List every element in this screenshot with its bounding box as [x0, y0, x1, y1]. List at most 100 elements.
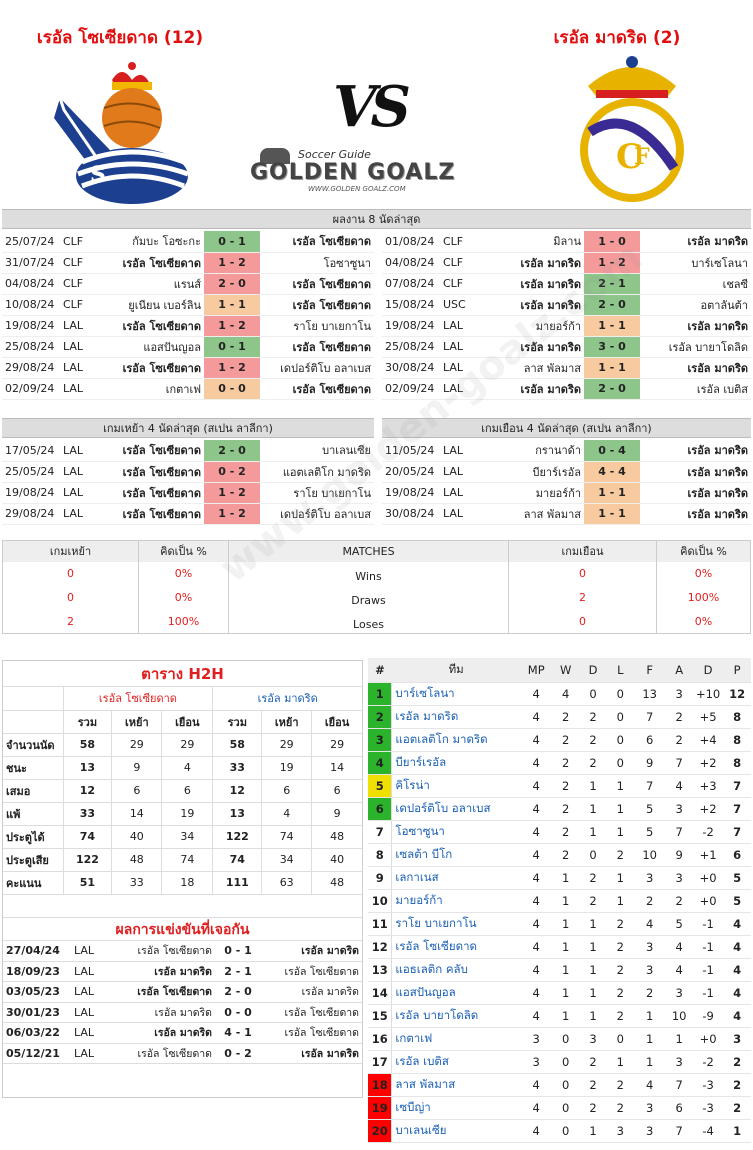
match-score: 0 - 1: [215, 940, 261, 962]
col-matches: MATCHES: [228, 540, 509, 562]
away-count: 0: [508, 561, 657, 586]
home-team-name: ลาส พัลมาส: [474, 357, 584, 379]
league-team-link[interactable]: มายอร์ก้า: [391, 889, 521, 913]
league-team-link[interactable]: แอสปันญอล: [391, 981, 521, 1005]
league-stat-l: 2: [606, 1073, 634, 1097]
league-rank: 18: [368, 1073, 392, 1097]
league-stat-mp: 4: [520, 935, 552, 959]
match-competition: LAL: [60, 503, 94, 525]
form-row: 25/08/24 LAL แอสปันญอล 0 - 1 เรอัล โซเซียดาด: [2, 336, 374, 358]
league-team-link[interactable]: แอตเลติโก มาดริด: [391, 728, 521, 752]
h2h-col-header: รวม: [212, 710, 262, 734]
form-row: 30/08/24 LAL ลาส พัลมาส 1 - 1 เรอัล มาดริด: [382, 357, 751, 379]
league-rank: 16: [368, 1027, 392, 1051]
match-date: 03/05/23: [3, 981, 71, 1003]
league-stat-l: 0: [606, 1027, 634, 1051]
summary-row: 0 0% Wins 0 0%: [2, 561, 751, 586]
match-score: 0 - 1: [204, 231, 260, 253]
league-team-link[interactable]: แอธเลติก คลับ: [391, 958, 521, 982]
league-stat-a: 6: [665, 1096, 693, 1120]
h2h-value: 48: [311, 825, 362, 849]
league-row: 6 เดปอร์ติโบ อลาเบส 4 2 1 1 5 3 +2 7: [368, 797, 751, 821]
match-competition: LAL: [60, 357, 94, 379]
league-team-link[interactable]: เซลต้า บีโก: [391, 843, 521, 867]
league-team-link[interactable]: บาเลนเซีย: [391, 1119, 521, 1143]
match-date: 25/08/24: [382, 336, 440, 358]
league-stat-mp: 4: [520, 889, 552, 913]
league-stat-l: 0: [606, 751, 634, 775]
league-stat-d: 1: [579, 1004, 607, 1028]
league-stat-d: 2: [579, 889, 607, 913]
league-stat-d: 2: [579, 751, 607, 775]
h2h-row: ชนะ 13 9 4 33 19 14: [3, 756, 362, 780]
match-score: 2 - 1: [215, 961, 261, 982]
away-team-title: เรอัล มาดริด (2): [553, 28, 681, 48]
brand-tagline: Soccer Guide: [298, 148, 371, 161]
league-team-link[interactable]: เรอัล บายาโดลิด: [391, 1004, 521, 1028]
league-team-link[interactable]: ราโย บาเยกาโน: [391, 912, 521, 936]
league-stat-w: 2: [551, 820, 580, 844]
away-team-name: เรอัล โซเซียดาด: [260, 231, 374, 253]
h2h-row-label: ชนะ: [3, 756, 63, 780]
match-date: 20/05/24: [382, 461, 440, 483]
league-stat-gd: -1: [692, 981, 724, 1005]
home-team-name: เรอัล โซเซียดาด: [94, 440, 204, 462]
home-team-name: เรอัล มาดริด: [474, 294, 584, 316]
league-stat-l: 2: [606, 1096, 634, 1120]
match-date: 01/08/24: [382, 231, 440, 253]
h2h-row-label: คะแนน: [3, 871, 63, 895]
league-points: 12: [723, 682, 751, 706]
form-row: 19/08/24 LAL เรอัล โซเซียดาด 1 - 2 ราโย บาเย…: [2, 482, 374, 504]
league-team-link[interactable]: เซบีญ่า: [391, 1096, 521, 1120]
league-rank: 13: [368, 958, 392, 982]
league-stat-a: 7: [665, 1119, 693, 1143]
h2h-value: 12: [212, 779, 262, 803]
league-team-link[interactable]: โอซาซูนา: [391, 820, 521, 844]
league-points: 8: [723, 705, 751, 729]
league-stat-f: 7: [633, 705, 666, 729]
league-team-link[interactable]: เดปอร์ติโบ อลาเบส: [391, 797, 521, 821]
away-team-name: เรอัล โซเซียดาด: [261, 1002, 362, 1023]
league-stat-l: 1: [606, 866, 634, 890]
form-row: 10/08/24 CLF ยูเนียน เบอร์ลิน 1 - 1 เรอัล โซ…: [2, 294, 374, 316]
home-team-name: ลาส พัลมาส: [474, 503, 584, 525]
away-last4-title: เกมเยือน 4 นัดล่าสุด (สเปน ลาลีกา): [382, 418, 751, 438]
league-team-link[interactable]: เรอัล เบติส: [391, 1050, 521, 1074]
league-team-link[interactable]: คิโรน่า: [391, 774, 521, 798]
league-stat-mp: 4: [520, 774, 552, 798]
match-score: 2 - 0: [204, 440, 260, 462]
league-team-link[interactable]: เกตาเฟ: [391, 1027, 521, 1051]
home-team-name: ยูเนียน เบอร์ลิน: [94, 294, 204, 316]
league-team-link[interactable]: บาร์เซโลนา: [391, 682, 521, 706]
league-team-link[interactable]: ลาส พัลมาส: [391, 1073, 521, 1097]
league-row: 16 เกตาเฟ 3 0 3 0 1 1 +0 3: [368, 1027, 751, 1051]
away-last4: 11/05/24 LAL กรานาด้า 0 - 4 เรอัล มาดริด 20/0…: [382, 440, 751, 525]
h2h-panel: ตาราง H2H เรอัล โซเซียดาด เรอัล มาดริด ร…: [2, 660, 363, 1098]
league-stat-l: 0: [606, 705, 634, 729]
h2h-value: 29: [161, 733, 213, 757]
league-team-link[interactable]: เรอัล โซเซียดาด: [391, 935, 521, 959]
league-points: 7: [723, 797, 751, 821]
form-row: 15/08/24 USC เรอัล มาดริด 2 - 0 อตาลันต้า: [382, 294, 751, 316]
form-row: 20/05/24 LAL บียาร์เรอัล 4 - 4 เรอัล มาดริด: [382, 461, 751, 483]
league-team-link[interactable]: เรอัล มาดริด: [391, 705, 521, 729]
h2h-col-header: เยือน: [161, 710, 213, 734]
away-percent: 100%: [687, 591, 720, 604]
league-rank: 14: [368, 981, 392, 1005]
match-competition: LAL: [60, 461, 94, 483]
league-stat-d: 1: [579, 820, 607, 844]
match-competition: LAL: [440, 336, 474, 358]
match-score: 1 - 1: [584, 503, 640, 525]
league-row: 12 เรอัล โซเซียดาด 4 1 1 2 3 4 -1 4: [368, 935, 751, 959]
home-team-name: แอสปันญอล: [94, 336, 204, 358]
league-team-link[interactable]: บียาร์เรอัล: [391, 751, 521, 775]
league-rank: 1: [368, 682, 392, 706]
league-rank: 6: [368, 797, 392, 821]
league-stat-f: 7: [633, 774, 666, 798]
h2h-row: แพ้ 33 14 19 13 4 9: [3, 802, 362, 826]
league-stat-mp: 4: [520, 981, 552, 1005]
league-team-link[interactable]: เลกาเนส: [391, 866, 521, 890]
league-row: 7 โอซาซูนา 4 2 1 1 5 7 -2 7: [368, 820, 751, 844]
h2h-value: 18: [161, 871, 213, 895]
match-date: 30/01/23: [3, 1002, 71, 1023]
